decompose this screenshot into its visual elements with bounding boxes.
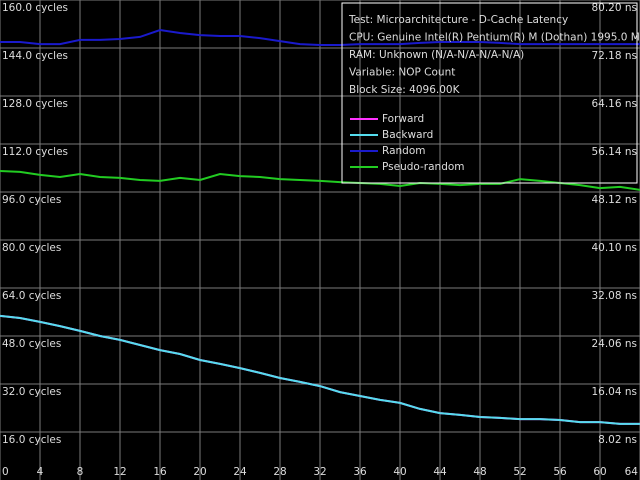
series-line (0, 170, 640, 191)
y2-tick-label: 72.18 ns (591, 50, 637, 62)
y-tick-label: 16.0 cycles (2, 434, 61, 446)
legend-label: Random (382, 145, 425, 157)
y2-tick-label: 16.04 ns (591, 386, 637, 398)
x-tick-label: 20 (193, 466, 206, 478)
x-tick-label: 48 (473, 466, 486, 478)
y2-tick-label: 80.20 ns (591, 2, 637, 14)
info-line: Test: Microarchitecture - D-Cache Latenc… (348, 14, 568, 26)
legend-label: Backward (382, 129, 433, 141)
y2-tick-label: 56.14 ns (591, 146, 637, 158)
info-line: Block Size: 4096.00K (349, 84, 461, 96)
x-tick-label: 36 (353, 466, 367, 478)
y-tick-label: 48.0 cycles (2, 338, 61, 350)
info-line: Variable: NOP Count (349, 67, 455, 79)
y2-tick-label: 8.02 ns (598, 434, 637, 446)
x-tick-label: 60 (593, 466, 606, 478)
y2-tick-label: 24.06 ns (591, 338, 637, 350)
x-tick-label: 8 (77, 466, 84, 478)
x-tick-label: 32 (313, 466, 326, 478)
x-tick-label: 24 (233, 466, 247, 478)
y-tick-label: 80.0 cycles (2, 242, 61, 254)
legend-label: Forward (382, 113, 424, 125)
x-tick-label: 0 (2, 466, 9, 478)
y-tick-label: 128.0 cycles (2, 98, 68, 110)
x-tick-label: 12 (113, 466, 126, 478)
y-tick-label: 112.0 cycles (2, 146, 68, 158)
x-tick-label: 56 (553, 466, 567, 478)
y2-tick-label: 48.12 ns (591, 194, 637, 206)
x-tick-label: 16 (153, 466, 167, 478)
legend-box (341, 2, 638, 184)
y2-tick-label: 40.10 ns (591, 242, 637, 254)
x-tick-label: 40 (393, 466, 406, 478)
info-line: RAM: Unknown (N/A-N/A-N/A-N/A) (349, 49, 524, 61)
x-tick-label: 44 (433, 466, 447, 478)
y-tick-label: 64.0 cycles (2, 290, 61, 302)
legend-label: Pseudo-random (382, 161, 465, 173)
y-tick-label: 32.0 cycles (2, 386, 61, 398)
y2-tick-label: 32.08 ns (591, 290, 637, 302)
y-tick-label: 160.0 cycles (2, 2, 68, 14)
x-tick-label: 64 (625, 466, 639, 478)
x-tick-label: 28 (273, 466, 286, 478)
series-line (0, 28, 640, 46)
series-line (0, 314, 640, 425)
x-tick-label: 4 (37, 466, 44, 478)
y-tick-label: 144.0 cycles (2, 50, 68, 62)
info-line: CPU: Genuine Intel(R) Pentium(R) M (Doth… (349, 32, 640, 44)
x-tick-label: 52 (513, 466, 526, 478)
y-tick-label: 96.0 cycles (2, 194, 61, 206)
y2-tick-label: 64.16 ns (591, 98, 637, 110)
